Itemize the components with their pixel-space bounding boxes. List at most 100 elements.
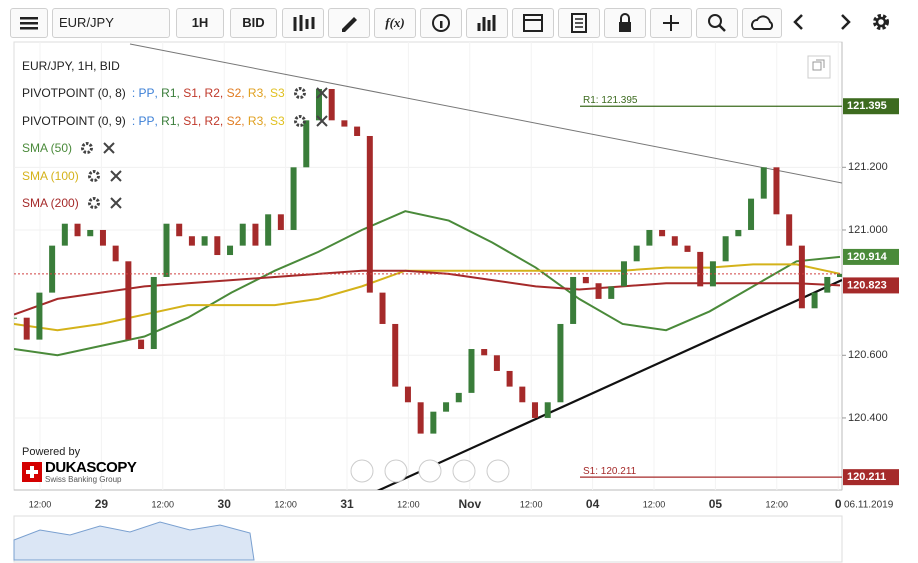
- candle: [74, 223, 81, 237]
- legend-row: SMA (50): [22, 135, 335, 163]
- candle: [176, 223, 183, 237]
- pivot-level-name: R1: [161, 113, 177, 128]
- pivot-level-name: R3: [247, 86, 264, 101]
- lock-button[interactable]: [604, 8, 646, 38]
- pivot-level-name: S2: [226, 86, 242, 101]
- symbol-input[interactable]: EUR/JPY: [52, 8, 170, 38]
- candle: [49, 245, 56, 293]
- legend-icons[interactable]: [78, 140, 122, 156]
- legend-row: PIVOTPOINT (0, 8): PP, R1, S1, R2, S2, R…: [22, 80, 335, 108]
- pivot-sep: ,: [154, 86, 162, 101]
- candle: [430, 411, 437, 434]
- x-tick-label: 12:00: [643, 499, 666, 509]
- sma-line: [14, 269, 841, 316]
- sma-line: [14, 263, 841, 332]
- candle: [620, 261, 627, 287]
- icon: [342, 17, 357, 32]
- prev-button[interactable]: [786, 8, 812, 38]
- candle: [99, 229, 106, 246]
- candle: [125, 261, 132, 340]
- candle: [188, 236, 195, 246]
- x-tick-label: Nov: [458, 497, 481, 511]
- legend-icons[interactable]: [85, 195, 129, 211]
- candle: [265, 214, 272, 246]
- calendar-button[interactable]: [512, 8, 554, 38]
- pivot-sep: ,: [219, 113, 227, 128]
- pivot-level-name: R2: [204, 86, 220, 101]
- legend-icons[interactable]: [291, 85, 335, 101]
- brand-name: DUKASCOPY: [45, 459, 137, 476]
- x-tick-label: 12:00: [766, 499, 789, 509]
- candle: [379, 292, 386, 324]
- nav-controls: [350, 459, 510, 483]
- x-tick-label: 31: [340, 497, 354, 511]
- price-box: [843, 469, 899, 486]
- candle: [493, 355, 500, 371]
- legend-icons[interactable]: [291, 113, 335, 129]
- next-button[interactable]: [832, 8, 858, 38]
- x-tick-label: 30: [218, 497, 232, 511]
- candle: [23, 317, 30, 340]
- x-tick-label: 12:00: [397, 499, 420, 509]
- icon: [751, 15, 774, 30]
- info-button[interactable]: [420, 8, 462, 38]
- pivot-label: R1: 121.395: [583, 95, 638, 106]
- candle: [443, 402, 450, 412]
- candle: [14, 317, 17, 319]
- icon: [477, 15, 496, 31]
- legend-row: EUR/JPY, 1H, BID: [22, 52, 335, 80]
- candle: [138, 339, 145, 350]
- period-button[interactable]: 1H: [176, 8, 224, 38]
- candle: [506, 370, 513, 387]
- pivot-level-name: PP: [138, 113, 155, 128]
- crosshair-button[interactable]: [650, 8, 692, 38]
- sma-name: SMA (100): [22, 168, 79, 183]
- candle: [582, 276, 589, 284]
- candle: [150, 276, 157, 350]
- pivot-level-name: R2: [204, 113, 220, 128]
- indicator-button[interactable]: f(x): [374, 8, 416, 38]
- candle: [36, 292, 43, 340]
- pivot-lead: :: [131, 86, 139, 101]
- candle: [163, 223, 170, 277]
- candle: [227, 245, 234, 256]
- settings-button[interactable]: [866, 8, 896, 38]
- navigator-area: [13, 521, 255, 561]
- candle: [404, 386, 411, 403]
- draw-button[interactable]: [328, 8, 370, 38]
- legend: EUR/JPY, 1H, BID PIVOTPOINT (0, 8): PP, R…: [22, 52, 335, 217]
- candle: [468, 349, 475, 393]
- candle: [786, 214, 793, 246]
- side-button[interactable]: BID: [230, 8, 277, 38]
- candle: [570, 276, 577, 324]
- candle: [557, 323, 564, 403]
- price-box-label: 121.395: [847, 100, 887, 112]
- icon: [432, 14, 450, 32]
- candle: [417, 402, 424, 434]
- pivot-level-name: PP: [138, 86, 155, 101]
- pivot-sep: ,: [263, 113, 270, 128]
- sma-name: SMA (50): [22, 141, 73, 156]
- pivot-sep: ,: [176, 113, 184, 128]
- navigator: [13, 515, 843, 563]
- upload-button[interactable]: [742, 8, 782, 38]
- price-box: [843, 98, 899, 115]
- candle: [532, 402, 539, 418]
- candle: [214, 236, 221, 256]
- pivot-level-name: S3: [269, 113, 285, 128]
- popout-button: [807, 55, 831, 79]
- candle: [811, 292, 818, 309]
- legend-icons[interactable]: [85, 168, 129, 184]
- pivot-level-name: S2: [226, 113, 242, 128]
- candle: [760, 167, 767, 199]
- candle: [392, 323, 399, 387]
- report-button[interactable]: [558, 8, 600, 38]
- zoom-button[interactable]: [696, 8, 738, 38]
- chart-type-button[interactable]: [282, 8, 324, 38]
- candle: [87, 229, 94, 237]
- candle: [798, 245, 805, 309]
- sma-name: SMA (200): [22, 196, 79, 211]
- volume-button[interactable]: [466, 8, 508, 38]
- menu-button[interactable]: [10, 8, 48, 38]
